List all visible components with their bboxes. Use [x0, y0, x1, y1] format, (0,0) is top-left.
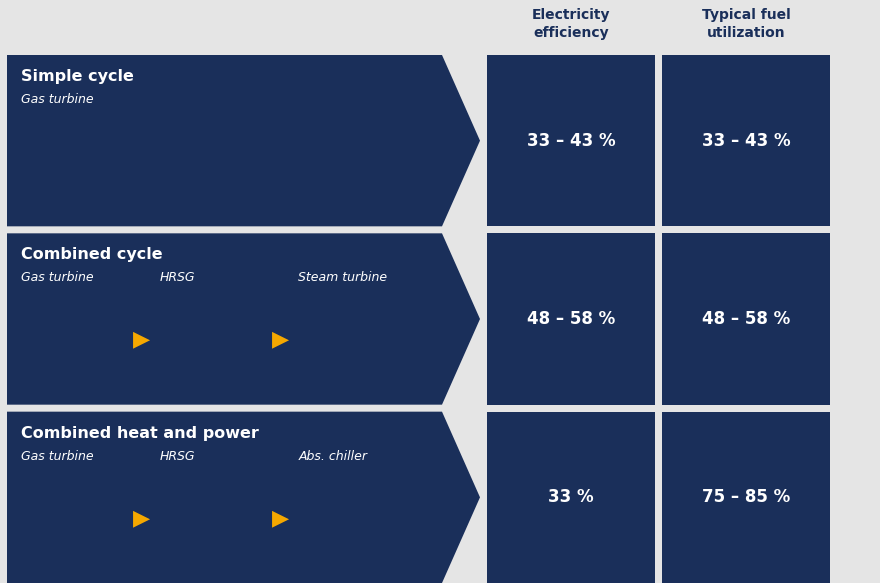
- Text: ▶: ▶: [272, 508, 289, 528]
- Text: Gas turbine: Gas turbine: [21, 93, 93, 106]
- Text: Gas turbine: Gas turbine: [21, 449, 93, 463]
- Text: ▶: ▶: [133, 508, 150, 528]
- Text: 48 – 58 %: 48 – 58 %: [527, 310, 615, 328]
- Bar: [487, 55, 655, 226]
- Text: 48 – 58 %: 48 – 58 %: [702, 310, 790, 328]
- Text: Combined cycle: Combined cycle: [21, 247, 163, 262]
- Text: 75 – 85 %: 75 – 85 %: [702, 489, 790, 506]
- Bar: [662, 233, 830, 405]
- Text: 33 – 43 %: 33 – 43 %: [701, 132, 790, 150]
- Bar: [662, 55, 830, 226]
- Polygon shape: [7, 412, 480, 583]
- Bar: [662, 412, 830, 583]
- Text: HRSG: HRSG: [159, 449, 195, 463]
- Text: ▶: ▶: [133, 329, 150, 350]
- Polygon shape: [7, 55, 480, 226]
- Text: ▶: ▶: [272, 329, 289, 350]
- Text: Combined heat and power: Combined heat and power: [21, 426, 259, 441]
- Text: 33 – 43 %: 33 – 43 %: [527, 132, 615, 150]
- Polygon shape: [7, 233, 480, 405]
- Text: Electricity
efficiency: Electricity efficiency: [532, 8, 610, 40]
- Text: Gas turbine: Gas turbine: [21, 271, 93, 285]
- Text: Simple cycle: Simple cycle: [21, 69, 134, 84]
- Text: 33 %: 33 %: [548, 489, 594, 506]
- Text: Abs. chiller: Abs. chiller: [298, 449, 367, 463]
- Bar: [487, 412, 655, 583]
- Text: HRSG: HRSG: [159, 271, 195, 285]
- Text: Typical fuel
utilization: Typical fuel utilization: [701, 8, 790, 40]
- Bar: [487, 233, 655, 405]
- Text: Steam turbine: Steam turbine: [298, 271, 387, 285]
